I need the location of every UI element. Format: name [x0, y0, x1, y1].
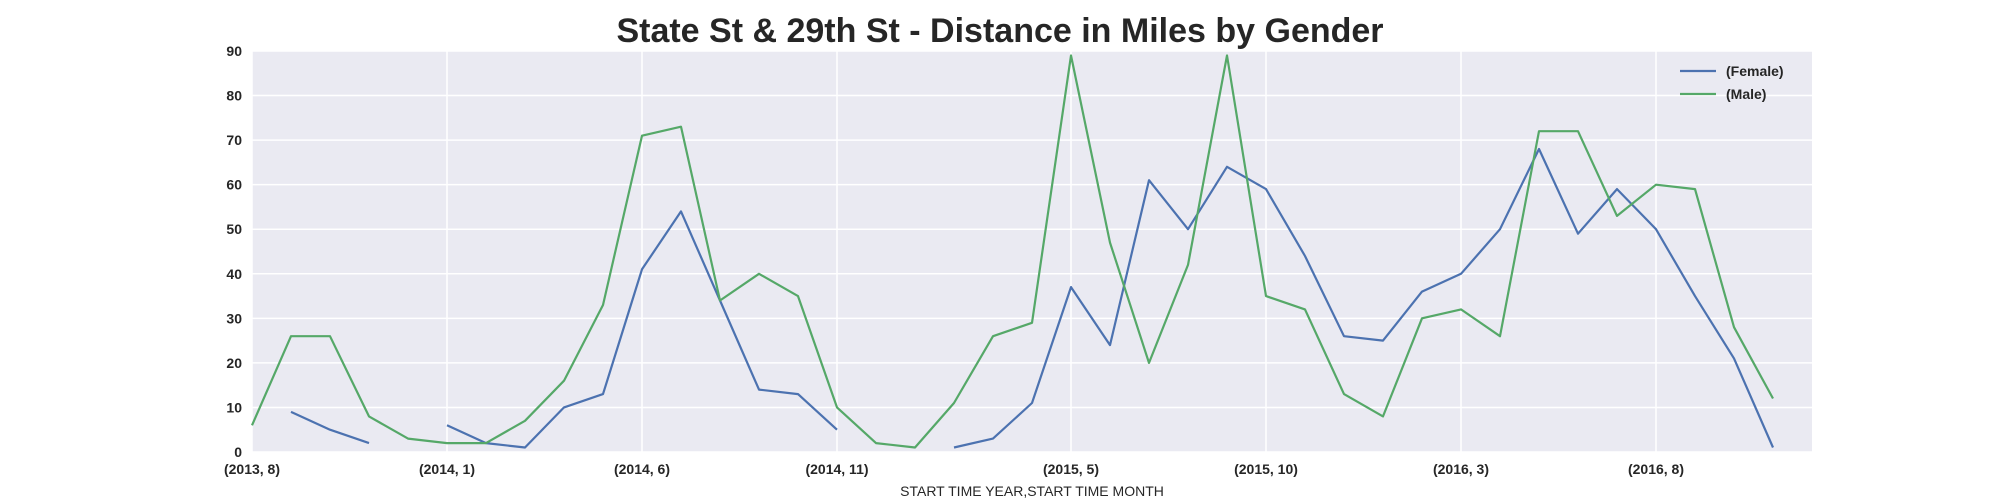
y-tick-label: 90	[226, 43, 242, 59]
x-tick-label: (2015, 10)	[1234, 461, 1298, 477]
y-tick-label: 20	[226, 355, 242, 371]
series-line-male	[250, 54, 1774, 449]
x-tick-label: (2014, 1)	[419, 461, 475, 477]
legend-label-female: (Female)	[1726, 63, 1784, 79]
x-tick-label: (2016, 8)	[1628, 461, 1684, 477]
grid-lines	[251, 50, 1812, 453]
y-tick-label: 10	[226, 399, 242, 415]
y-tick-label: 70	[226, 132, 242, 148]
x-tick-label: (2015, 5)	[1043, 461, 1099, 477]
y-tick-labels: 0 10 20 30 40 50 60 70 80 90	[226, 43, 242, 460]
y-tick-label: 80	[226, 88, 242, 104]
y-tick-label: 30	[226, 310, 242, 326]
y-tick-label: 0	[234, 444, 242, 460]
y-tick-label: 50	[226, 221, 242, 237]
legend-label-male: (Male)	[1726, 86, 1766, 102]
chart-title: State St & 29th St - Distance in Miles b…	[616, 12, 1383, 50]
plot-area	[252, 51, 1812, 452]
series-lines	[250, 54, 1775, 449]
y-tick-label: 40	[226, 266, 242, 282]
x-tick-label: (2014, 11)	[805, 461, 868, 477]
x-tick-label: (2016, 3)	[1433, 461, 1489, 477]
y-tick-label: 60	[226, 177, 242, 193]
x-axis-label: START TIME YEAR,START TIME MONTH	[900, 483, 1164, 499]
x-tick-label: (2013, 8)	[224, 461, 280, 477]
x-tick-labels: (2013, 8) (2014, 1) (2014, 6) (2014, 11) (20…	[224, 461, 1684, 477]
legend: (Female) (Male)	[1680, 63, 1784, 102]
series-line-female	[290, 147, 1775, 449]
x-tick-label: (2014, 6)	[614, 461, 670, 477]
